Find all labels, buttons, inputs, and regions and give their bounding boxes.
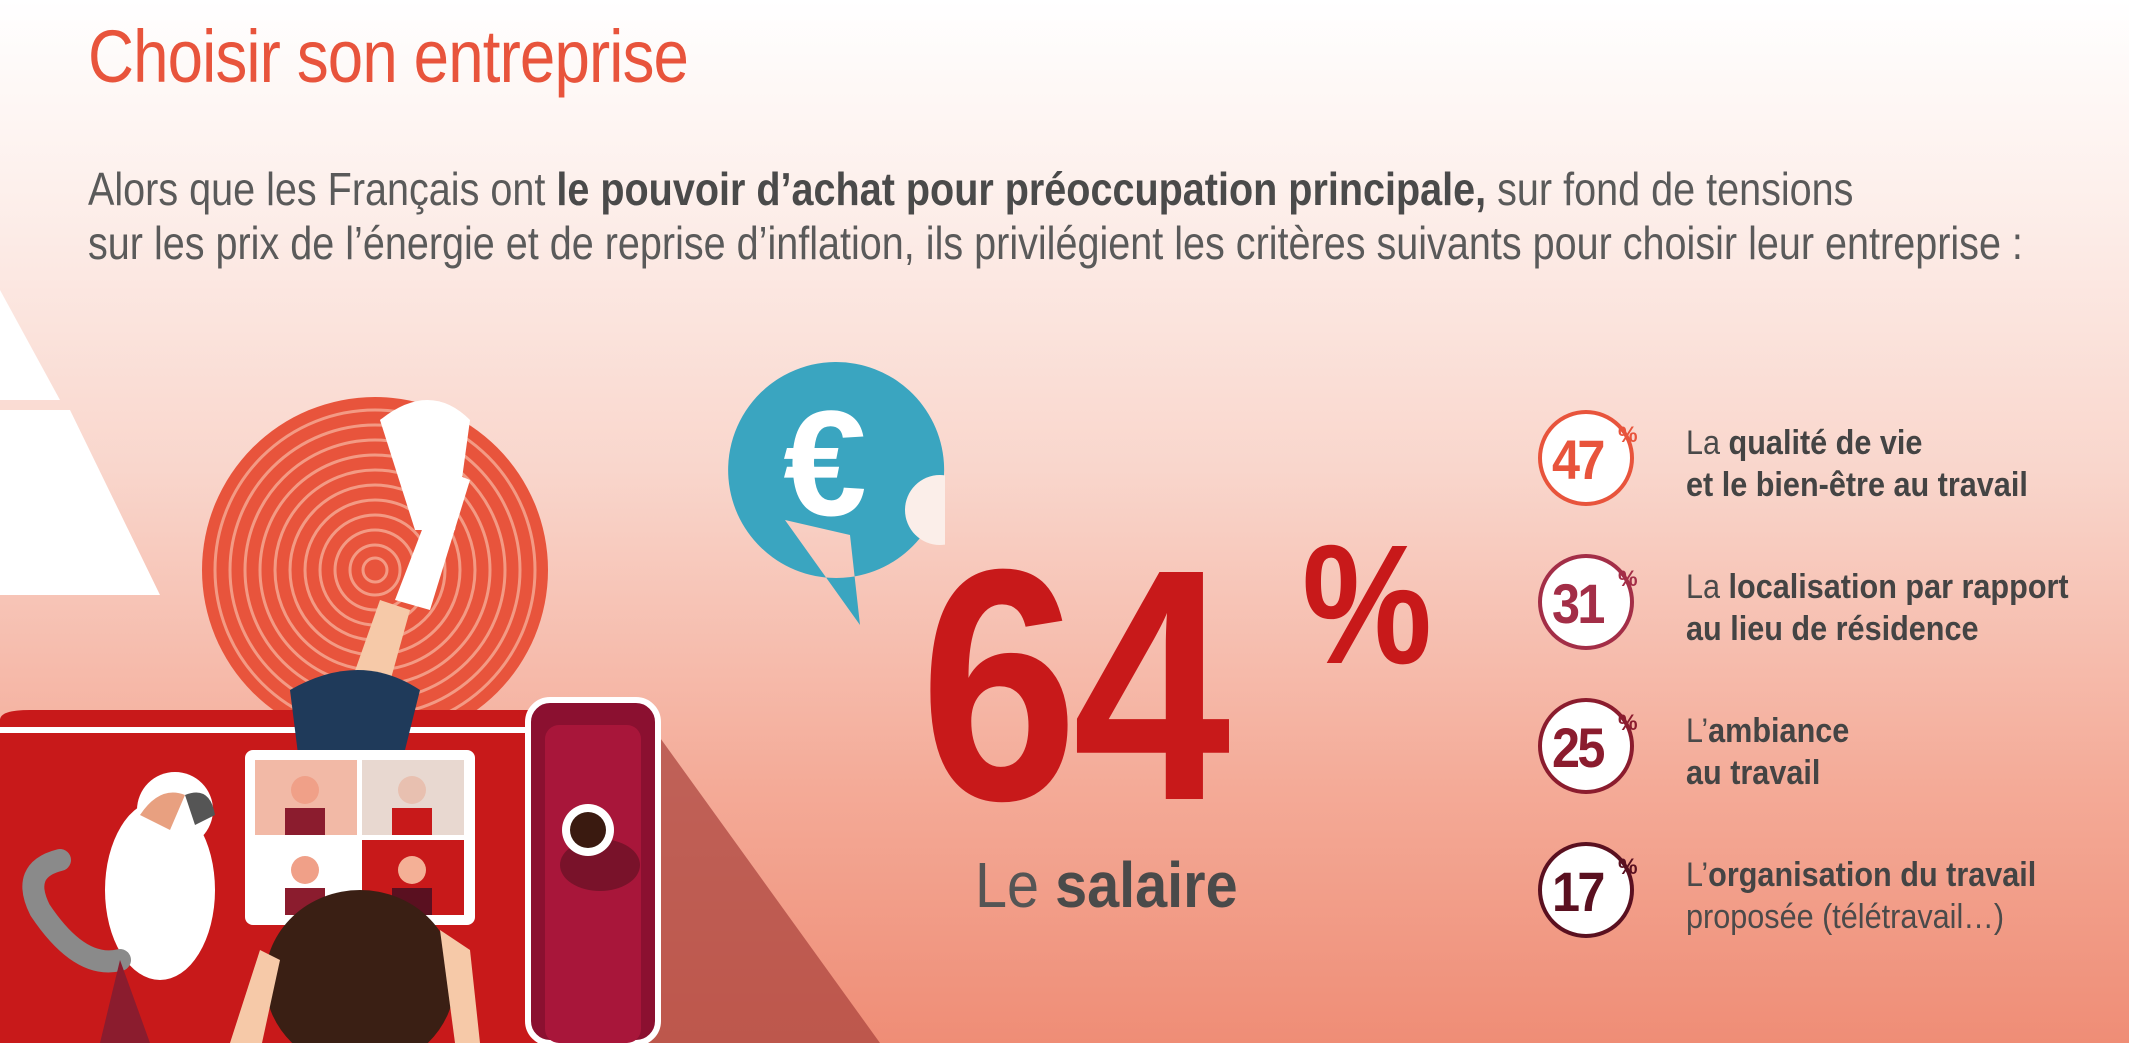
criterion-badge: 25 % xyxy=(1538,698,1638,794)
criterion-text: L’ambiance au travail xyxy=(1686,712,1850,792)
criterion-badge: 17 % xyxy=(1538,842,1638,938)
euro-icon: € xyxy=(728,361,945,625)
criterion-ambiance: 25 % L’ambiance au travail xyxy=(1538,698,2098,808)
criterion-badge: 47 % xyxy=(1538,410,1638,506)
criterion-quality-of-life: 47 % La qualité de vie et le bien-être a… xyxy=(1538,410,2098,520)
criterion-text: L’organisation du travail proposée (télé… xyxy=(1686,856,2037,936)
criterion-work-organisation: 17 % L’organisation du travail proposée … xyxy=(1538,842,2098,952)
page-title: Choisir son entreprise xyxy=(88,15,689,98)
intro-line-2: sur les prix de l’énergie et de reprise … xyxy=(88,217,2023,269)
main-stat-value: 64 xyxy=(920,500,1231,869)
criterion-text: La localisation par rapport au lieu de r… xyxy=(1686,568,2069,648)
criterion-location: 31 % La localisation par rapport au lieu… xyxy=(1538,554,2098,664)
illustration-woman-teleworking xyxy=(0,290,880,1043)
criterion-badge: 31 % xyxy=(1538,554,1638,650)
main-stat-label: Le salaire xyxy=(975,849,1238,921)
criterion-text: La qualité de vie et le bien-être au tra… xyxy=(1686,424,2028,504)
intro-line-1: Alors que les Français ont le pouvoir d’… xyxy=(88,163,1854,215)
main-stat-unit: % xyxy=(1302,510,1433,700)
svg-text:€: € xyxy=(783,379,866,547)
